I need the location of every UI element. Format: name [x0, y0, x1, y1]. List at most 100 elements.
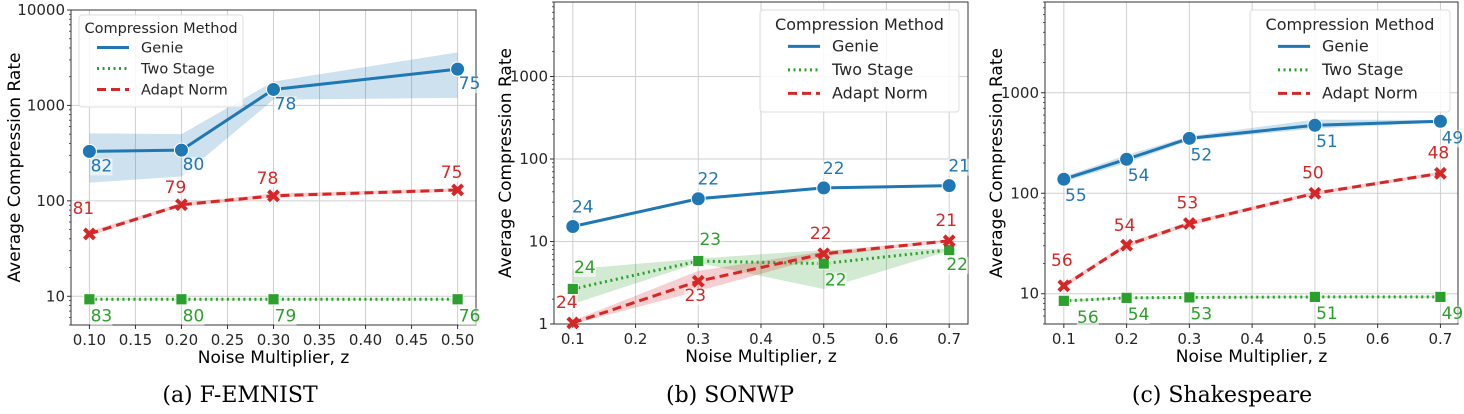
legend: Compression Method Genie Two Stage Adapt No…: [759, 9, 960, 113]
two-stage-data-label: 24: [574, 258, 596, 278]
adapt-norm-marker: [691, 274, 705, 288]
genie-line: [572, 184, 950, 228]
legend-entry-genie: Genie: [141, 41, 183, 57]
data-label-background: [182, 157, 205, 175]
genie-data-label: 22: [823, 159, 845, 179]
y-tick-label: 100: [36, 192, 65, 210]
x-tick-label: 0.45: [395, 331, 428, 349]
y-axis-label: Average Compression Rate: [496, 48, 516, 278]
data-label-background: [458, 76, 481, 94]
genie-marker: [1432, 113, 1448, 129]
y-tick-label: 10000: [17, 1, 65, 19]
x-tick-label: 0.20: [165, 331, 198, 349]
genie-marker: [565, 218, 581, 234]
adapt-norm-marker: [566, 316, 580, 330]
adapt-norm-data-label: 21: [935, 211, 957, 231]
two-stage-marker: [83, 293, 96, 306]
data-label-background: [182, 308, 205, 326]
two-stage-data-label: 80: [183, 306, 205, 326]
genie-marker: [690, 191, 706, 207]
x-tick-label: 0.10: [73, 331, 106, 349]
x-tick-label: 0.25: [211, 331, 244, 349]
adapt-norm-marker: [817, 247, 831, 261]
y-tick-label: 100: [1010, 184, 1039, 202]
data-label-background: [458, 308, 481, 326]
two-stage-marker: [267, 293, 280, 306]
two-stage-marker: [175, 293, 188, 306]
adapt-norm-data-label: 75: [441, 163, 463, 183]
data-label-background: [164, 179, 187, 197]
data-label-background: [822, 160, 845, 178]
x-tick-label: 0.6: [875, 330, 899, 348]
genie-data-label: 80: [183, 155, 205, 175]
data-label-background: [699, 232, 722, 250]
x-tick-label: 0.3: [686, 330, 710, 348]
x-tick-label: 0.30: [257, 331, 290, 349]
legend: Compression Method Genie Two Stage Adapt No…: [1249, 9, 1451, 113]
legend-entry-adapt-norm: Adapt Norm: [832, 83, 928, 102]
x-tick-label: 0.2: [1115, 330, 1139, 348]
adapt-norm-line: [88, 188, 458, 236]
genie-line: [89, 67, 458, 153]
two-stage-marker: [1434, 291, 1447, 303]
data-label-background: [1176, 195, 1199, 213]
data-label-background: [571, 199, 594, 217]
data-label-background: [256, 170, 279, 188]
two-stage-data-label: 54: [1128, 305, 1150, 325]
data-label-background: [1315, 305, 1338, 323]
genie-data-label: 51: [1316, 132, 1338, 152]
x-tick-label: 0.4: [1240, 330, 1264, 348]
legend-entry-genie: Genie: [1322, 36, 1369, 55]
adapt-norm-data-label: 50: [1302, 163, 1324, 183]
y-tick-label: 10: [529, 233, 548, 251]
legend-entry-adapt-norm: Adapt Norm: [1322, 83, 1418, 102]
adapt-norm-marker: [1057, 279, 1071, 293]
data-label-background: [1113, 218, 1136, 236]
adapt-norm-marker: [451, 183, 465, 197]
genie-data-label: 22: [697, 170, 719, 190]
two-stage-data-label: 53: [1191, 304, 1213, 324]
legend-title: Compression Method: [775, 15, 944, 34]
data-label-background: [274, 308, 297, 326]
two-stage-data-label: 49: [1442, 304, 1464, 324]
y-tick-label: 1: [538, 315, 548, 333]
two-stage-data-label: 76: [459, 306, 481, 326]
axes-frame: [70, 9, 477, 326]
adapt-norm-data-label: 54: [1114, 216, 1136, 236]
x-tick-label: 0.5: [812, 330, 836, 348]
genie-data-label: 75: [459, 74, 481, 94]
legend: Compression Method Genie Two Stage Adapt No…: [78, 14, 244, 108]
adapt-norm-data-label: 48: [1428, 143, 1450, 163]
data-label-background: [697, 171, 720, 189]
x-tick-label: 0.2: [624, 330, 648, 348]
data-label-background: [1127, 168, 1150, 186]
genie-marker: [941, 178, 957, 194]
adapt-norm-marker: [942, 234, 956, 248]
data-label-background: [1315, 134, 1338, 152]
genie-marker: [450, 61, 466, 77]
genie-data-label: 21: [948, 157, 970, 177]
two-stage-marker: [943, 244, 956, 256]
x-tick-label: 0.7: [937, 330, 961, 348]
genie-marker: [266, 81, 281, 97]
data-label-background: [1127, 306, 1150, 324]
two-stage-data-label: 83: [91, 306, 113, 326]
genie-data-label: 54: [1128, 166, 1150, 186]
adapt-norm-data-label: 24: [556, 293, 578, 313]
two-stage-data-label: 79: [275, 306, 297, 326]
y-tick-label: 10: [1020, 285, 1039, 303]
data-label-background: [946, 256, 969, 274]
data-label-background: [935, 212, 958, 230]
two-stage-marker: [1183, 291, 1196, 304]
adapt-norm-data-label: 78: [257, 169, 279, 189]
data-label-background: [948, 158, 971, 176]
data-label-background: [1064, 188, 1087, 206]
y-axis-label: Average Compression Rate: [987, 48, 1007, 278]
data-label-background: [573, 259, 596, 277]
two-stage-marker: [566, 283, 579, 295]
data-label-background: [1076, 309, 1099, 327]
x-tick-label: 0.35: [303, 331, 336, 349]
data-label-background: [90, 158, 113, 176]
x-tick-label: 0.7: [1428, 330, 1452, 348]
